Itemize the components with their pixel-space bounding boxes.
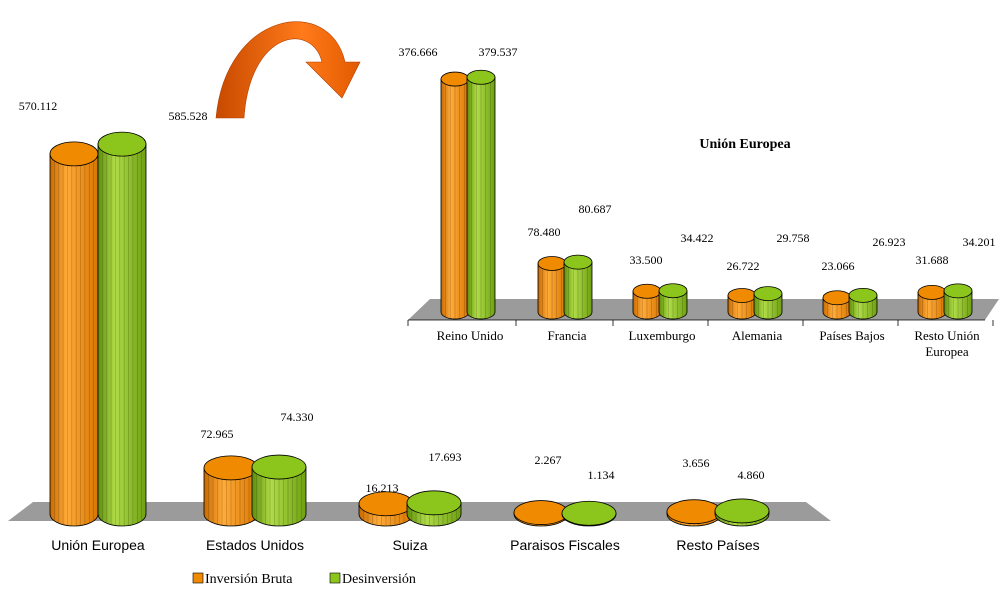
main-bar-estados-unidos-desinversion-top bbox=[251, 454, 307, 480]
main-bar-suiza-inversion-top bbox=[358, 491, 414, 517]
inset-value-label-paises-bajos-inversion: 23.066 bbox=[822, 259, 855, 273]
inset-bar-paises-bajos-inversion bbox=[822, 290, 852, 320]
main-bar-union-europea-desinversion-top bbox=[97, 131, 147, 157]
inset-bar-reino-unido-desinversion bbox=[466, 69, 496, 320]
main-category-label-resto-paises: Resto Países bbox=[676, 537, 759, 553]
main-category-label-suiza: Suiza bbox=[392, 537, 427, 553]
inset-category-label-paises-bajos: Países Bajos bbox=[819, 328, 884, 343]
inset-bar-resto-union-europea-inversion-top bbox=[917, 285, 947, 300]
inset-value-label-resto-union-europea-inversion: 31.688 bbox=[916, 253, 949, 267]
main-bar-union-europea-desinversion-body bbox=[97, 143, 147, 527]
inset-value-label-alemania-desinversion: 29.758 bbox=[777, 231, 810, 245]
inset-value-label-resto-union-europea-desinversion: 34.201 bbox=[963, 235, 996, 249]
inset-bar-reino-unido-inversion bbox=[440, 71, 470, 320]
legend-label-inversion: Inversión Bruta bbox=[205, 572, 293, 587]
main-bar-paraisos-fiscales-desinversion-top bbox=[561, 500, 617, 526]
main-value-label-union-europea-desinversion: 585.528 bbox=[169, 109, 208, 123]
inset-value-label-francia-inversion: 78.480 bbox=[528, 225, 561, 239]
inset-bar-francia-inversion bbox=[537, 256, 567, 320]
main-bar-suiza-desinversion bbox=[406, 490, 462, 527]
inset-bar-paises-bajos-inversion-top bbox=[822, 290, 852, 306]
inset-bar-francia-desinversion-top bbox=[563, 254, 593, 270]
inset-value-label-paises-bajos-desinversion: 26.923 bbox=[873, 235, 906, 249]
legend-label-desinversion: Desinversión bbox=[342, 572, 416, 587]
main-category-label-union-europea: Unión Europea bbox=[51, 537, 145, 553]
inset-value-label-luxemburgo-desinversion: 34.422 bbox=[681, 231, 714, 245]
main-bar-resto-paises-inversion-top bbox=[666, 499, 722, 525]
main-value-label-resto-paises-desinversion: 4.860 bbox=[738, 468, 765, 482]
main-value-label-estados-unidos-inversion: 72.965 bbox=[201, 427, 234, 441]
inset-category-label-francia: Francia bbox=[548, 328, 587, 343]
main-bar-paraisos-fiscales-desinversion bbox=[561, 500, 617, 527]
inset-bar-reino-unido-desinversion-body bbox=[466, 76, 496, 320]
main-bar-union-europea-inversion-top bbox=[49, 141, 99, 167]
inset-category-label-luxemburgo: Luxemburgo bbox=[629, 328, 696, 343]
inset-value-label-francia-desinversion: 80.687 bbox=[579, 202, 612, 216]
main-bar-paraisos-fiscales-inversion bbox=[513, 500, 569, 527]
inset-bar-luxemburgo-desinversion-body bbox=[658, 290, 688, 320]
inset-bar-luxemburgo-desinversion-top bbox=[658, 283, 688, 299]
main-value-label-suiza-inversion: 16.213 bbox=[366, 481, 399, 495]
inset-bar-luxemburgo-inversion bbox=[632, 283, 662, 320]
curved-arrow-icon bbox=[215, 21, 361, 119]
main-bar-suiza-inversion bbox=[358, 491, 414, 527]
main-bar-estados-unidos-desinversion-body bbox=[251, 466, 307, 527]
inset-bar-luxemburgo-desinversion bbox=[658, 283, 688, 320]
inset-category-label-reino-unido: Reino Unido bbox=[437, 328, 504, 343]
inset-value-label-reino-unido-desinversion: 379.537 bbox=[479, 45, 518, 59]
inset-category-label-alemania: Alemania bbox=[732, 328, 783, 343]
main-bar-estados-unidos-desinversion bbox=[251, 454, 307, 527]
legend-swatch-inversion bbox=[192, 572, 204, 584]
main-value-label-paraisos-fiscales-desinversion: 1.134 bbox=[588, 468, 615, 482]
main-bar-resto-paises-desinversion-top bbox=[714, 498, 770, 524]
main-value-label-suiza-desinversion: 17.693 bbox=[429, 450, 462, 464]
inset-bar-reino-unido-desinversion-top bbox=[466, 69, 496, 85]
main-bar-paraisos-fiscales-inversion-top bbox=[513, 500, 569, 525]
inset-value-label-luxemburgo-inversion: 33.500 bbox=[630, 253, 663, 267]
main-value-label-union-europea-inversion: 570.112 bbox=[19, 99, 58, 113]
main-value-label-resto-paises-inversion: 3.656 bbox=[683, 456, 710, 470]
inset-bar-luxemburgo-inversion-top bbox=[632, 283, 662, 299]
inset-bar-resto-union-europea-desinversion bbox=[943, 283, 973, 320]
legend-swatch-desinversion bbox=[329, 572, 341, 584]
inset-category-label-resto-union-europea: Europea bbox=[925, 344, 969, 359]
main-bar-resto-paises-desinversion bbox=[714, 498, 770, 527]
inset-bar-paises-bajos-desinversion bbox=[848, 287, 878, 320]
main-category-label-paraisos-fiscales: Paraisos Fiscales bbox=[510, 537, 620, 553]
inset-bar-alemania-inversion-top bbox=[727, 288, 757, 303]
legend: Inversión Bruta Desinversión bbox=[192, 572, 416, 587]
inset-bar-francia-desinversion-body bbox=[563, 261, 593, 320]
inset-bar-alemania-inversion bbox=[727, 288, 757, 320]
main-bar-suiza-desinversion-top bbox=[406, 490, 462, 516]
inset-bar-paises-bajos-desinversion-top bbox=[848, 287, 878, 303]
inset-bar-reino-unido-inversion-top bbox=[440, 71, 470, 87]
main-bar-estados-unidos-inversion-top bbox=[203, 455, 259, 481]
inset-bar-alemania-desinversion-top bbox=[753, 286, 783, 301]
inset-bar-resto-union-europea-inversion bbox=[917, 285, 947, 320]
inset-bar-francia-desinversion bbox=[563, 254, 593, 320]
inset-value-label-alemania-inversion: 26.722 bbox=[727, 259, 760, 273]
inset-chart-title: Unión Europea bbox=[699, 137, 790, 152]
main-bar-union-europea-inversion bbox=[49, 141, 99, 527]
inset-bar-alemania-desinversion bbox=[753, 286, 783, 320]
main-bar-estados-unidos-inversion bbox=[203, 455, 259, 527]
main-value-label-paraisos-fiscales-inversion: 2.267 bbox=[535, 453, 562, 467]
inset-bar-resto-union-europea-desinversion-body bbox=[943, 290, 973, 320]
main-bar-union-europea-inversion-body bbox=[49, 153, 99, 527]
main-bar-resto-paises-inversion bbox=[666, 499, 722, 527]
inset-bar-francia-inversion-top bbox=[537, 256, 567, 271]
inset-category-label-resto-union-europea: Resto Unión bbox=[914, 328, 980, 343]
main-category-label-estados-unidos: Estados Unidos bbox=[206, 537, 304, 553]
inset-bar-resto-union-europea-desinversion-top bbox=[943, 283, 973, 299]
main-value-label-estados-unidos-desinversion: 74.330 bbox=[281, 410, 314, 424]
inset-chart-floor bbox=[408, 299, 999, 320]
main-bar-union-europea-desinversion bbox=[97, 131, 147, 527]
inset-value-label-reino-unido-inversion: 376.666 bbox=[399, 45, 438, 59]
